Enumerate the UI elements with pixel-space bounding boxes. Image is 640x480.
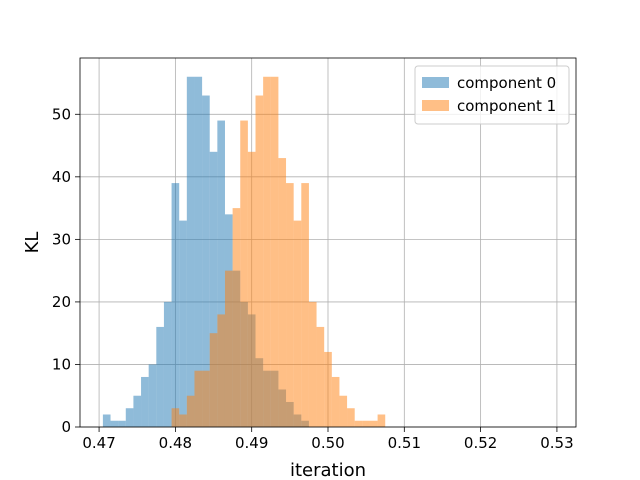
histogram-bar-component-1 <box>202 370 210 427</box>
histogram-bar-component-0 <box>209 151 218 428</box>
legend-swatch-component-0 <box>422 77 449 88</box>
legend: component 0 component 1 <box>414 65 570 125</box>
histogram-bar-component-1 <box>301 183 309 427</box>
x-tick-label: 0.53 <box>540 434 573 452</box>
histogram-bar-component-0 <box>148 364 157 427</box>
y-tick-label: 50 <box>52 105 71 123</box>
histogram-bar-component-0 <box>141 376 149 427</box>
histogram-bar-component-1 <box>224 270 233 427</box>
histogram-bar-component-1 <box>286 183 294 427</box>
histogram-bar-component-0 <box>156 326 164 427</box>
histogram-bar-component-1 <box>369 420 378 427</box>
histogram-bar-component-1 <box>278 158 287 427</box>
legend-box <box>414 65 570 125</box>
legend-swatch-component-1 <box>422 100 449 111</box>
histogram-bar-component-1 <box>179 414 187 427</box>
histogram-bar-component-1 <box>247 151 256 428</box>
y-tick-label: 20 <box>52 293 71 311</box>
histogram-bar-component-1 <box>331 376 340 427</box>
histogram-bar-component-0 <box>186 76 195 428</box>
histogram-bar-component-1 <box>362 420 370 427</box>
histogram-bar-component-1 <box>263 76 271 428</box>
x-axis-ticks: 0.47 0.48 0.49 0.50 0.51 0.52 0.53 <box>82 427 574 452</box>
x-tick-label: 0.47 <box>82 434 115 452</box>
y-tick-label: 10 <box>52 355 71 373</box>
histogram-bar-component-0 <box>110 420 119 427</box>
histogram-bar-component-0 <box>202 95 210 427</box>
histogram-bar-component-0 <box>171 183 180 427</box>
x-tick-label: 0.49 <box>235 434 268 452</box>
histogram-bar-component-1 <box>316 326 325 427</box>
histogram-bar-component-1 <box>217 314 225 427</box>
histogram-bar-component-1 <box>171 408 180 427</box>
histogram-bar-component-1 <box>186 395 195 427</box>
x-tick-label: 0.52 <box>464 434 497 452</box>
histogram-bar-component-1 <box>255 95 264 427</box>
histogram-bar-component-0 <box>125 408 134 427</box>
x-tick-label: 0.48 <box>159 434 192 452</box>
histogram-bar-component-1 <box>377 414 386 427</box>
y-axis-label: KL <box>22 232 43 254</box>
histogram-bar-component-1 <box>232 208 241 427</box>
histogram-bar-component-0 <box>102 414 111 427</box>
histogram-bar-component-0 <box>179 220 187 427</box>
histogram-bar-component-1 <box>354 420 363 427</box>
histogram-bar-component-1 <box>347 408 355 427</box>
histogram-bars <box>102 76 386 428</box>
histogram-bar-component-0 <box>133 395 142 427</box>
histogram-bar-component-1 <box>324 351 332 427</box>
legend-label-component-1: component 1 <box>457 97 556 115</box>
y-axis-ticks: 0 10 20 30 40 50 <box>52 105 80 436</box>
histogram-bar-component-1 <box>270 76 279 428</box>
histogram-bar-component-1 <box>308 301 317 427</box>
x-axis-label: iteration <box>290 460 366 480</box>
histogram-bar-component-1 <box>240 120 248 428</box>
histogram-bar-component-1 <box>293 220 302 427</box>
legend-label-component-0: component 0 <box>457 74 556 92</box>
histogram-bar-component-1 <box>339 395 348 427</box>
x-tick-label: 0.51 <box>388 434 421 452</box>
histogram-bar-component-0 <box>217 120 225 428</box>
histogram-bar-component-0 <box>163 301 172 427</box>
histogram-bar-component-1 <box>194 370 203 427</box>
y-tick-label: 40 <box>52 168 71 186</box>
y-tick-label: 0 <box>61 418 71 436</box>
histogram-bar-component-1 <box>209 333 218 427</box>
histogram-bar-component-0 <box>194 76 203 428</box>
histogram-bar-component-0 <box>118 420 126 427</box>
x-tick-label: 0.50 <box>311 434 344 452</box>
y-tick-label: 30 <box>52 230 71 248</box>
